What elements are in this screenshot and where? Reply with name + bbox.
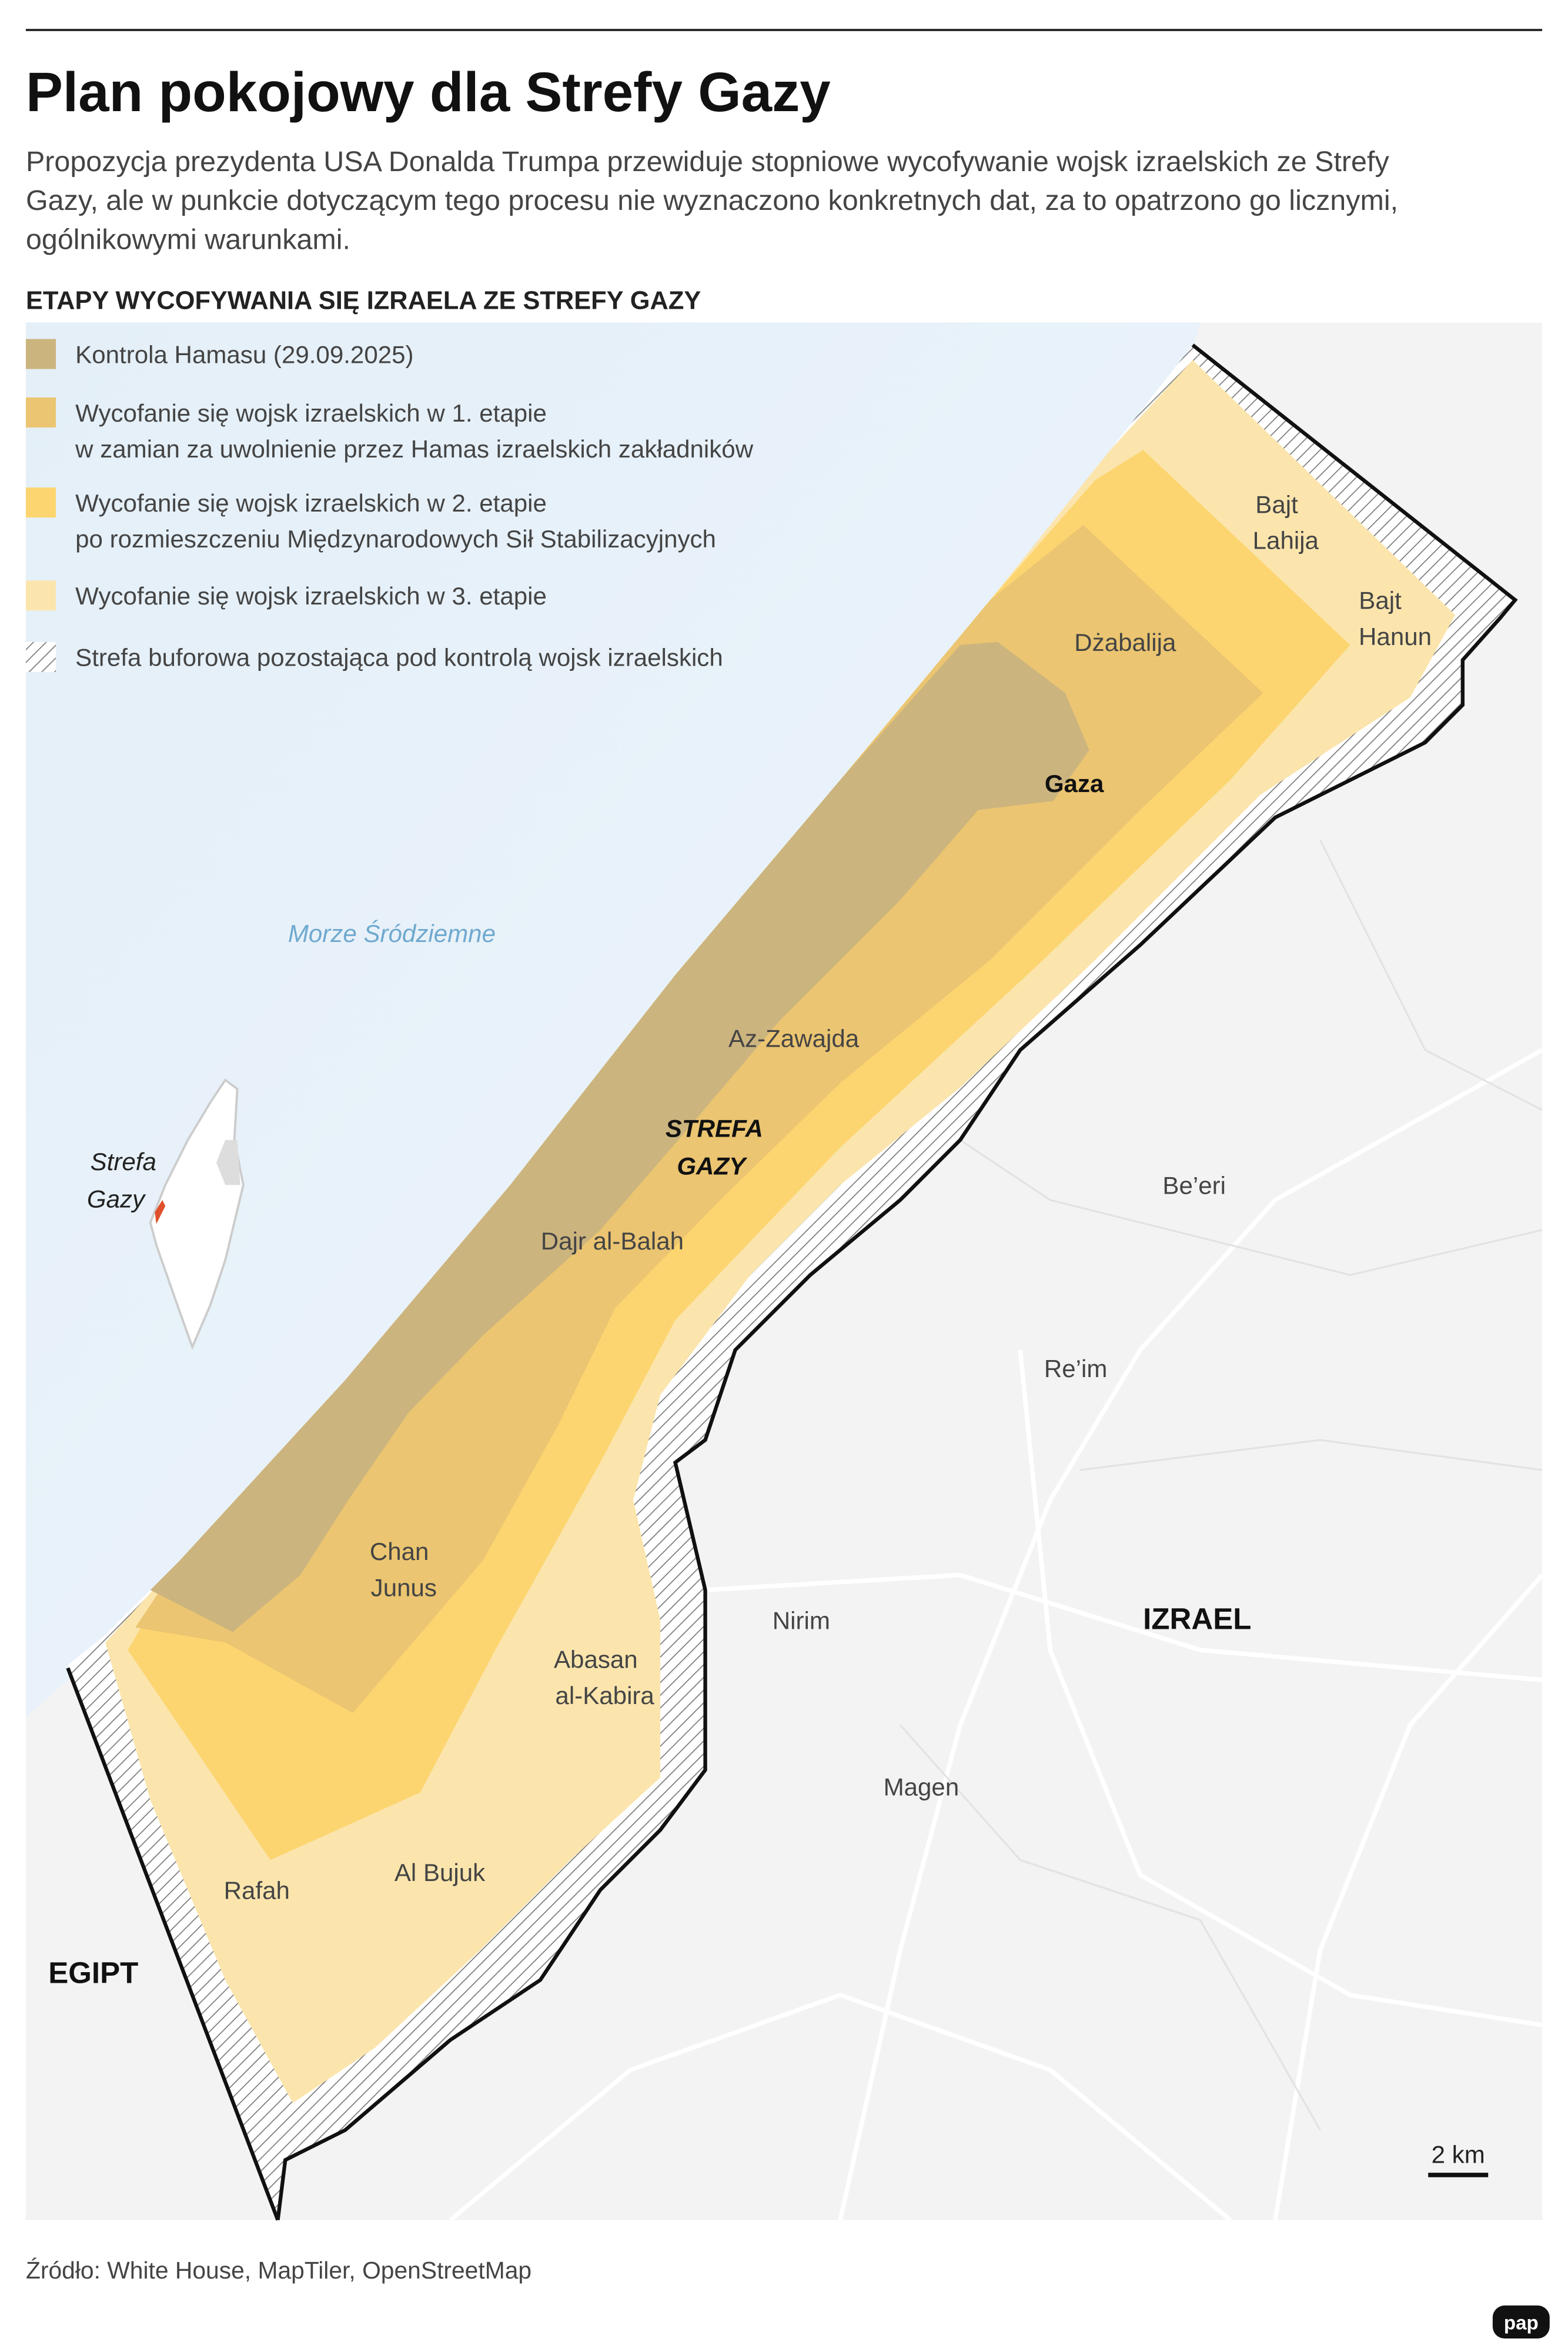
region-label: STREFA (666, 1115, 763, 1142)
border-egypt (66, 1667, 280, 2221)
legend-swatch (25, 580, 56, 611)
title: Plan pokojowy dla Strefy Gazy (26, 62, 831, 123)
place-label: Re’im (1044, 1355, 1108, 1382)
place-label: Chan (370, 1538, 429, 1565)
scale-label: 2 km (1432, 2141, 1485, 2169)
subtitle-line: Gazy, ale w punkcie dotyczącym tego proc… (26, 185, 1398, 216)
subtitle-line: Propozycja prezydenta USA Donalda Trumpa… (26, 146, 1390, 178)
legend-label: po rozmieszczeniu Międzynarodowych Sił S… (75, 525, 716, 553)
place-label: Bajt (1359, 587, 1402, 614)
gaza-marker (155, 1200, 166, 1224)
legend-swatch (25, 487, 56, 518)
legend-label: Wycofanie się wojsk izraelskich w 3. eta… (75, 582, 547, 610)
place-label: al-Kabira (555, 1682, 654, 1709)
west-bank (216, 1140, 240, 1185)
legend-label: Strefa buforowa pozostająca pod kontrolą… (75, 644, 723, 671)
hamas-area (150, 642, 1089, 1632)
place-label: Bajt (1255, 490, 1298, 518)
legend-label: w zamian za uwolnienie przez Hamas izrae… (75, 435, 754, 463)
legend-label: Wycofanie się wojsk izraelskich w 1. eta… (75, 399, 547, 427)
legend-swatch (25, 397, 56, 428)
source: Źródło: White House, MapTiler, OpenStree… (26, 2257, 531, 2284)
legend-label: Wycofanie się wojsk izraelskich w 2. eta… (75, 489, 547, 517)
border-israel (276, 343, 1518, 2220)
place-labels: Bajt Lahija Bajt Hanun Dżabalija Gaza Mo… (48, 490, 1432, 1989)
sea (25, 322, 1201, 1718)
logo-badge (1492, 2305, 1550, 2339)
logo: pap (1504, 2313, 1539, 2334)
place-label: Dajr al-Balah (541, 1227, 684, 1255)
country-label: IZRAEL (1143, 1602, 1251, 1635)
region-label: GAZY (677, 1152, 748, 1180)
place-label: Dżabalija (1074, 629, 1176, 656)
place-label: Nirim (773, 1606, 830, 1634)
stage-1-area (135, 524, 1263, 1713)
inset-label: Strefa (91, 1148, 156, 1175)
inset-label: Gazy (87, 1185, 146, 1213)
sea-label: Morze Śródziemne (288, 919, 496, 947)
legend-label: Kontrola Hamasu (29.09.2025) (75, 340, 413, 368)
place-label: Az-Zawajda (728, 1025, 860, 1053)
legend-swatch (25, 339, 56, 369)
roads (449, 839, 1544, 2222)
place-label: Gaza (1045, 770, 1104, 797)
subtitle-line: ogólnikowymi warunkami. (26, 223, 350, 255)
place-label: Rafah (224, 1877, 290, 1905)
place-label: Al Bujuk (394, 1859, 486, 1886)
map: Strefa Gazy Bajt Lahija Bajt Hanun Dżaba… (25, 322, 1544, 2222)
place-label: Junus (371, 1573, 437, 1601)
place-label: Be’eri (1162, 1172, 1226, 1200)
legend-title: ETAPY WYCOFYWANIA SIĘ IZRAELA ZE STREFY … (26, 287, 701, 315)
place-label: Abasan (554, 1646, 638, 1673)
legend: ETAPY WYCOFYWANIA SIĘ IZRAELA ZE STREFY … (25, 287, 754, 672)
place-label: Magen (884, 1773, 959, 1801)
country-label: EGIPT (48, 1956, 138, 1989)
place-label: Lahija (1253, 527, 1319, 554)
place-label: Hanun (1359, 623, 1432, 650)
inset-map: Strefa Gazy (87, 1078, 245, 1351)
legend-swatch (25, 642, 56, 672)
